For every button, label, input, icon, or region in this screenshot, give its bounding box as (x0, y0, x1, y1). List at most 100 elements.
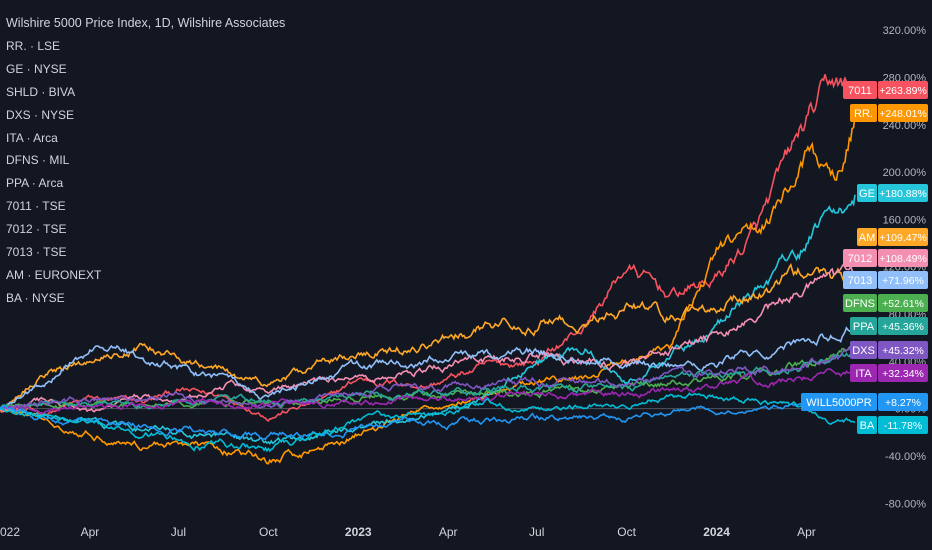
series-name-tag (857, 228, 877, 246)
series-line-dxs (0, 346, 856, 411)
series-value-tag (878, 184, 928, 202)
legend-item: 7012 · TSE (6, 222, 67, 237)
series-name-tag (850, 317, 877, 335)
value-label-7013: 7013 +71.96% (843, 271, 928, 289)
x-tick-label: Oct (259, 525, 278, 539)
value-label-7011: 7011 +263.89% (843, 81, 928, 99)
series-line-ita (0, 368, 856, 415)
value-label-will5000pr: WILL5000PR +8.27% (801, 393, 928, 411)
series-value-labels: 7011 +263.89% RR. +248.01% GE +180.88% AM +109.… (801, 81, 928, 434)
x-tick-label: Oct (617, 525, 636, 539)
y-tick-label: 320.00% (883, 25, 927, 37)
x-tick-label: 2023 (345, 525, 372, 539)
series-name-tag (850, 364, 877, 382)
legend-item: RR. · LSE (6, 38, 61, 53)
series-name-text: PPA (853, 321, 875, 333)
series-value-text: +108.49% (879, 253, 927, 265)
series-value-text: +109.47% (879, 232, 927, 244)
series-name-tag (801, 393, 877, 411)
series-name-text: 7013 (848, 275, 872, 287)
series-value-tag (878, 317, 928, 335)
series-value-text: -11.78% (884, 420, 922, 432)
value-label-am: AM +109.47% (857, 228, 928, 246)
series-name-tag (850, 341, 877, 359)
series-value-text: +71.96% (882, 275, 924, 287)
series-name-text: WILL5000PR (806, 397, 871, 409)
legend-item: GE · NYSE (6, 61, 67, 76)
x-tick-label: 022 (0, 525, 20, 539)
x-tick-label: Jul (529, 525, 544, 539)
series-value-text: +263.89% (879, 85, 927, 97)
series-name-text: 7012 (848, 253, 872, 265)
series-value-tag (878, 416, 928, 434)
series-name-tag (843, 81, 877, 99)
value-label-7012: 7012 +108.49% (843, 249, 928, 267)
series-name-tag (843, 249, 877, 267)
legend-item: DFNS · MIL (6, 153, 70, 168)
series-line-7013 (0, 322, 856, 410)
series-lines (0, 74, 856, 465)
legend-item: 7013 · TSE (6, 245, 67, 260)
series-name-text: DXS (852, 345, 875, 357)
y-tick-label: 240.00% (883, 120, 927, 132)
value-label-ba: BA -11.78% (857, 416, 928, 434)
series-value-tag (878, 364, 928, 382)
series-name-text: ITA (855, 368, 872, 380)
series-line-will5000pr (0, 396, 856, 441)
series-value-text: +45.32% (882, 345, 924, 357)
y-tick-label: -40.00% (885, 451, 926, 463)
series-value-tag (878, 271, 928, 289)
series-value-tag (878, 104, 928, 122)
series-value-tag (878, 228, 928, 246)
series-name-tag (857, 416, 877, 434)
legend-item: ITA · Arca (6, 130, 58, 145)
y-tick-label: -80.00% (885, 498, 926, 510)
series-value-tag (878, 393, 928, 411)
series-name-text: BA (860, 420, 875, 432)
series-value-tag (878, 294, 928, 312)
value-label-rr: RR. +248.01% (850, 104, 928, 122)
series-name-text: 7011 (848, 85, 872, 97)
y-tick-label: 200.00% (883, 167, 927, 179)
series-line-am (0, 262, 856, 410)
series-value-text: +52.61% (882, 298, 924, 310)
series-value-text: +180.88% (879, 188, 927, 200)
value-label-dfns: DFNS +52.61% (843, 294, 928, 312)
series-name-tag (843, 294, 877, 312)
series-name-text: RR. (854, 108, 873, 120)
value-label-ppa: PPA +45.36% (850, 317, 928, 335)
chart-title: Wilshire 5000 Price Index, 1D, Wilshire … (6, 16, 286, 30)
value-label-ita: ITA +32.34% (850, 364, 928, 382)
series-line-ba (0, 392, 856, 453)
series-line-rr (0, 115, 856, 465)
legend-item: 7011 · TSE (6, 199, 66, 214)
series-value-tag (878, 81, 928, 99)
legend-item: BA · NYSE (6, 290, 65, 305)
x-axis: 022 Apr Jul Oct 2023 Apr Jul Oct 2024 Apr (0, 525, 816, 539)
series-line-7012 (0, 262, 856, 413)
legend-item: PPA · Arca (6, 176, 64, 191)
x-tick-label: 2024 (703, 525, 730, 539)
y-tick-label: 160.00% (883, 214, 927, 226)
series-name-text: AM (859, 232, 876, 244)
x-tick-label: Apr (81, 525, 100, 539)
value-label-dxs: DXS +45.32% (850, 341, 928, 359)
x-tick-label: Apr (797, 525, 816, 539)
series-name-tag (857, 184, 877, 202)
series-name-tag (843, 271, 877, 289)
series-name-text: DFNS (845, 298, 875, 310)
legend-item: AM · EURONEXT (6, 267, 102, 282)
value-label-ge: GE +180.88% (857, 184, 928, 202)
series-value-text: +248.01% (879, 108, 927, 120)
series-value-tag (878, 249, 928, 267)
series-value-text: +45.36% (882, 321, 924, 333)
series-value-text: +8.27% (885, 397, 921, 409)
legend-item: SHLD · BIVA (6, 84, 76, 99)
series-value-text: +32.34% (882, 368, 924, 380)
x-tick-label: Apr (439, 525, 458, 539)
series-value-tag (878, 341, 928, 359)
series-name-text: GE (859, 188, 875, 200)
legend: Wilshire 5000 Price Index, 1D, Wilshire … (6, 12, 285, 310)
x-tick-label: Jul (171, 525, 186, 539)
